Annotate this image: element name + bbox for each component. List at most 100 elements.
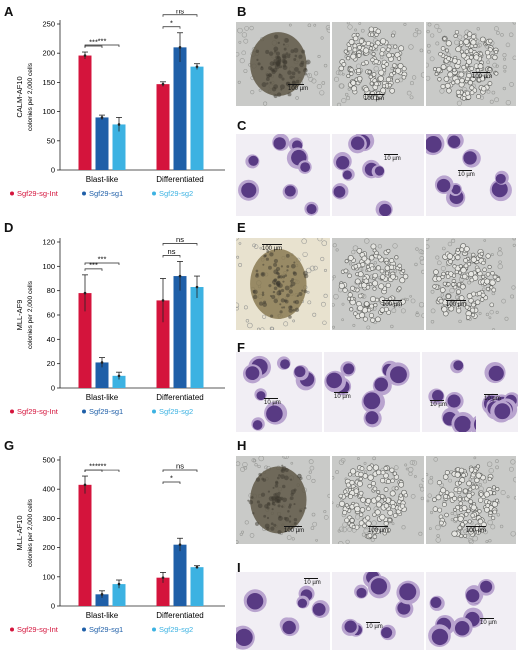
y-tick-label: 100 <box>42 572 55 581</box>
cytospin-image <box>332 134 424 216</box>
scale-bar-line <box>364 94 384 95</box>
colony-image <box>236 238 330 330</box>
y-tick-label: 0 <box>51 384 55 393</box>
scale-bar-label: 10 µm <box>480 620 497 626</box>
y-axis-label: MLL-AF10 <box>15 515 24 550</box>
scale-bar-label: 100 µm <box>466 528 487 534</box>
scale-bar: 100 µm <box>466 526 486 534</box>
scale-bar-label: 10 µm <box>304 580 321 586</box>
bar-sgf29-sg-int <box>78 484 92 606</box>
scale-bar-label: 100 µm <box>382 302 403 308</box>
data-point <box>178 46 182 49</box>
data-point <box>100 361 104 364</box>
scale-bar: 100 µm <box>288 84 308 92</box>
significance-bracket <box>84 44 120 47</box>
scale-bar: 100 µm <box>382 300 402 308</box>
scale-bar: 100 µm <box>284 526 304 534</box>
data-point <box>83 483 87 487</box>
y-tick-label: 0 <box>51 166 55 175</box>
significance-label: ns <box>176 10 184 15</box>
significance-bracket <box>162 243 198 246</box>
significance-label: * <box>170 18 173 27</box>
panel-label-b: B <box>237 4 247 19</box>
bar-sgf29-sg2 <box>112 375 126 388</box>
panel-label-f: F <box>237 340 245 355</box>
scale-bar-label: 10 µm <box>458 172 475 178</box>
significance-bracket <box>162 14 198 17</box>
scale-bar-line <box>288 84 304 85</box>
scale-bar-line <box>430 400 444 401</box>
y-tick-label: 80 <box>47 286 55 295</box>
scale-bar: 10 µm <box>480 618 497 626</box>
data-point <box>195 565 199 569</box>
bar-sgf29-sg-int <box>78 55 92 171</box>
y-tick-label: 60 <box>47 311 55 320</box>
scale-bar: 100 µm <box>472 72 492 80</box>
y-tick-label: 500 <box>42 456 55 465</box>
bar-sgf29-sg1 <box>95 117 109 170</box>
legend-swatch <box>152 409 156 414</box>
bar-sgf29-sg2 <box>190 287 204 388</box>
scale-bar: 10 µm <box>458 170 475 178</box>
data-point <box>100 116 104 119</box>
scale-bar-label: 100 µm <box>364 96 385 102</box>
category-label: Differentiated <box>156 175 203 184</box>
legend-label: Sgf29-sg1 <box>89 189 123 198</box>
significance-label: ns <box>168 247 176 256</box>
colony-image <box>332 22 424 106</box>
category-label: Blast-like <box>86 393 119 402</box>
scale-bar: 10 µm <box>484 394 501 402</box>
scale-bar-label: 100 µm <box>288 86 309 92</box>
scale-bar-label: 100 µm <box>368 528 389 534</box>
data-point <box>117 123 121 126</box>
scale-bar-line <box>366 622 380 623</box>
scale-bar: 10 µm <box>304 578 321 586</box>
significance-bracket <box>162 26 181 29</box>
category-label: Blast-like <box>86 175 119 184</box>
y-tick-label: 200 <box>42 543 55 552</box>
scale-bar-label: 10 µm <box>366 624 383 630</box>
scale-bar-label: 100 µm <box>262 246 283 252</box>
y-tick-label: 100 <box>42 262 55 271</box>
legend-swatch <box>152 191 156 196</box>
scale-bar-line <box>284 526 302 527</box>
scale-bar: 100 µm <box>262 244 282 252</box>
cytospin-image <box>476 352 518 432</box>
bar-sgf29-sg-int <box>156 300 170 388</box>
legend-swatch <box>82 191 86 196</box>
y-tick-label: 300 <box>42 514 55 523</box>
scale-bar-line <box>264 398 278 399</box>
category-label: Differentiated <box>156 611 203 620</box>
significance-bracket <box>84 45 103 49</box>
scale-bar-line <box>384 154 398 155</box>
legend-swatch <box>82 627 86 632</box>
y-axis-sublabel: colonies per 2,000 cells <box>27 280 34 349</box>
cytospin-image <box>236 352 322 432</box>
panel-label-h: H <box>237 438 247 453</box>
significance-label: *** <box>98 255 107 264</box>
bar-sgf29-sg1 <box>173 276 187 388</box>
y-axis-sublabel: colonies per 2,000 cells <box>27 498 34 567</box>
scale-bar-line <box>472 72 490 73</box>
legend-swatch <box>10 627 14 632</box>
colony-image <box>426 456 516 544</box>
bar-sgf29-sg-int <box>156 577 170 606</box>
y-axis-label: MLL-AF9 <box>15 300 24 331</box>
bar-sgf29-sg1 <box>173 544 187 606</box>
scale-bar-label: 10 µm <box>430 402 447 408</box>
y-tick-label: 400 <box>42 485 55 494</box>
chart-calm-af10-svg: CALM-AF10 colonies per 2,000 cells 0 50 100 1… <box>10 10 225 198</box>
legend-swatch <box>82 409 86 414</box>
scale-bar-line <box>480 618 494 619</box>
scale-bar-line <box>484 394 498 395</box>
bar-sgf29-sg1 <box>95 594 109 606</box>
scale-bar: 100 µm <box>446 300 466 308</box>
scale-bar-label: 10 µm <box>264 400 281 406</box>
chart-mll-af10-svg: MLL-AF10 colonies per 2,000 cells 0 100 200 3… <box>10 456 225 634</box>
colony-image <box>332 456 424 544</box>
bar-sgf29-sg-int <box>78 293 92 388</box>
significance-label: ns <box>176 462 184 471</box>
panel-label-g: G <box>4 438 15 453</box>
cytospin-image <box>332 572 424 650</box>
colony-image <box>332 238 424 330</box>
